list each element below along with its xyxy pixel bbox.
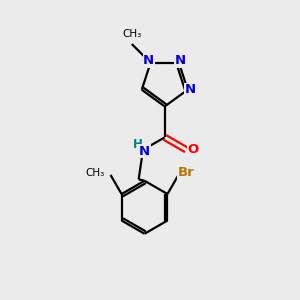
Text: H: H [133,138,143,151]
Text: N: N [143,55,154,68]
Text: CH₃: CH₃ [85,168,105,178]
Text: N: N [184,83,196,96]
Text: N: N [139,145,150,158]
Text: O: O [187,143,199,156]
Text: Br: Br [178,166,194,179]
Text: N: N [175,55,186,68]
Text: CH₃: CH₃ [122,29,141,39]
